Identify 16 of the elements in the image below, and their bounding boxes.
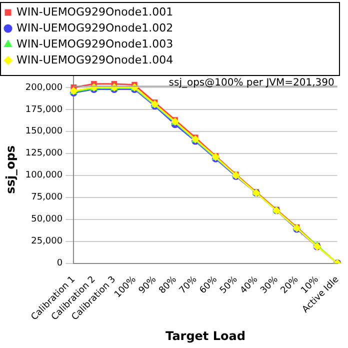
y-axis-title: ssj_ops bbox=[3, 145, 18, 194]
y-tick-label: 0 bbox=[56, 258, 63, 269]
legend-label: WIN-UEMOG929Onode1.004 bbox=[16, 53, 174, 66]
y-tick-label: 125,000 bbox=[25, 148, 63, 159]
legend-label: WIN-UEMOG929Onode1.001 bbox=[16, 5, 174, 18]
y-tick-label: 150,000 bbox=[25, 126, 63, 137]
legend-label: WIN-UEMOG929Onode1.003 bbox=[16, 37, 174, 50]
y-tick-label: 75,000 bbox=[31, 192, 63, 203]
legend-label: WIN-UEMOG929Onode1.002 bbox=[16, 21, 174, 34]
ref-line-label: ssj_ops@100% per JVM=201,390 bbox=[168, 78, 334, 89]
y-tick-label: 200,000 bbox=[25, 82, 63, 93]
y-tick-label: 50,000 bbox=[31, 214, 63, 225]
y-tick-label: 100,000 bbox=[25, 170, 63, 181]
y-tick-label: 175,000 bbox=[25, 104, 63, 115]
x-axis-title: Target Load bbox=[166, 328, 246, 343]
y-tick-label: 25,000 bbox=[31, 236, 63, 247]
